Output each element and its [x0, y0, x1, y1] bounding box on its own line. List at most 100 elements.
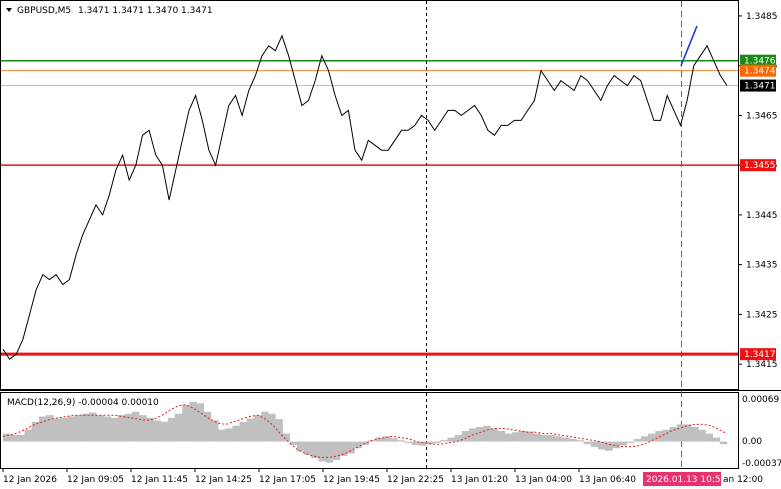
- time-axis: 12 Jan 2026 12 Jan 09:05 12 Jan 11:45 12 Ja…: [2, 468, 636, 485]
- price-tick-label: 1.3435: [746, 261, 778, 271]
- time-axis-label: 12 Jan 14:25: [195, 475, 252, 485]
- time-axis-label: 13 Jan 06:40: [579, 475, 636, 485]
- macd-histogram-bar: [583, 441, 592, 445]
- macd-histogram-bar: [218, 429, 226, 442]
- price-tick-label: 1.3425: [746, 310, 778, 320]
- price-tick-label: 1.3485: [746, 12, 778, 22]
- ohlc-values: 1.3471 1.3471 1.3470 1.3471: [78, 6, 213, 16]
- macd-histogram-bar: [239, 421, 248, 442]
- time-axis-label: 13 Jan 01:20: [451, 475, 508, 485]
- macd-histogram-bar: [10, 435, 18, 442]
- macd-histogram-bar: [146, 417, 154, 442]
- macd-histogram-bar: [89, 412, 97, 442]
- macd-histogram-bar: [210, 420, 219, 442]
- macd-histogram-bar: [232, 425, 240, 442]
- macd-histogram-bar: [347, 441, 355, 454]
- macd-histogram-bar: [132, 411, 140, 442]
- time-highlight-badge: [643, 472, 721, 486]
- macd-histogram-bar: [555, 436, 563, 442]
- macd-histogram-bar: [160, 421, 169, 442]
- macd-histogram-bar: [339, 441, 348, 457]
- macd-histogram-bar: [433, 441, 441, 443]
- dropdown-arrow-icon[interactable]: [6, 8, 12, 12]
- time-axis-label: 12 Jan 22:25: [387, 475, 444, 485]
- time-axis-label: 12 Jan 17:05: [259, 475, 316, 485]
- macd-axis-label-zero: 0.00: [742, 437, 762, 447]
- time-axis-label: 13 Jan 04:00: [515, 475, 572, 485]
- level-tag-red_upper: 1.3455: [744, 161, 776, 171]
- macd-histogram-bar: [246, 418, 255, 442]
- macd-histogram-bar: [311, 441, 319, 459]
- macd-histogram-bar: [167, 417, 176, 442]
- level-tag-bg: [740, 159, 776, 172]
- macd-histogram-bar: [296, 441, 305, 452]
- level-tag-bg: [740, 54, 776, 67]
- macd-histogram-bar: [103, 416, 111, 442]
- macd-histogram-bar: [676, 424, 685, 442]
- macd-histogram-bar: [397, 440, 405, 442]
- macd-histogram-bar: [225, 428, 233, 442]
- macd-histogram-bar: [662, 429, 670, 442]
- macd-histogram-bar: [117, 415, 126, 442]
- macd-histogram-bar: [569, 438, 577, 442]
- macd-histogram-bar: [38, 416, 47, 442]
- macd-histogram-bar: [633, 438, 642, 442]
- price-tick-label: 1.3465: [746, 111, 778, 121]
- level-tag-bg: [740, 79, 776, 92]
- macd-histogram-bar: [512, 432, 520, 442]
- macd-histogram-bar: [67, 416, 75, 442]
- macd-histogram-bar: [17, 435, 25, 442]
- time-highlight-label: 2026.01.13 10:55: [646, 475, 726, 485]
- macd-signal-line: [2, 404, 728, 458]
- macd-histogram-bar: [562, 437, 570, 442]
- macd-histogram-bar: [655, 431, 663, 442]
- macd-histogram-bar: [705, 433, 713, 442]
- macd-histogram-bar: [74, 415, 83, 442]
- macd-histogram-bar: [261, 411, 269, 442]
- macd-histogram-bar: [598, 441, 606, 450]
- macd-histogram-bar: [46, 415, 54, 442]
- macd-histogram-bar: [110, 417, 118, 442]
- time-axis-label: 12 Jan 2026: [3, 475, 57, 485]
- macd-histogram-bar: [3, 433, 11, 442]
- macd-histogram-bar: [461, 431, 470, 442]
- price-tick-label: 1.3445: [746, 211, 778, 221]
- macd-histogram-bar: [425, 441, 434, 445]
- macd-histogram-bar: [576, 440, 584, 442]
- price-series-line: [2, 34, 728, 360]
- macd-histogram-bar: [175, 413, 183, 442]
- time-axis-label: 12 Jan 09:05: [67, 475, 124, 485]
- macd-histogram-bar: [53, 418, 61, 442]
- macd-histogram-bar: [304, 441, 312, 455]
- macd-histogram-bar: [60, 417, 68, 442]
- level-tag-orange: 1.3474: [744, 67, 776, 77]
- macd-histogram-bar: [504, 433, 513, 442]
- macd-histogram-bar: [375, 437, 384, 442]
- macd-histogram-bar: [483, 425, 491, 442]
- macd-histogram-bar: [31, 421, 40, 442]
- macd-histogram-bar: [648, 433, 656, 442]
- macd-histogram-bar: [124, 413, 133, 442]
- level-tag-green: 1.3476: [744, 57, 776, 67]
- time-axis-label: 12 Jan 19:45: [323, 475, 380, 485]
- macd-histogram-bar: [354, 441, 362, 449]
- macd-histogram-bar: [318, 441, 326, 462]
- macd-histogram-bar: [182, 405, 190, 442]
- macd-histogram-bar: [547, 435, 556, 442]
- macd-histogram-bar: [153, 420, 161, 442]
- macd-histogram-bar: [447, 437, 455, 442]
- macd-histogram-bar: [590, 441, 599, 447]
- macd-histogram-bar: [24, 429, 32, 442]
- macd-histogram-bar: [605, 441, 613, 451]
- macd-histogram-bar: [332, 441, 341, 461]
- macd-histogram-bar: [289, 441, 298, 445]
- macd-histogram-bar: [275, 419, 283, 442]
- macd-histogram-bar: [712, 437, 721, 442]
- time-axis-label: 12 Jan 11:45: [131, 475, 188, 485]
- macd-histogram-bar: [196, 403, 204, 442]
- macd-histogram-bar: [533, 433, 541, 442]
- macd-histogram-bar: [404, 441, 412, 443]
- macd-axis-label-bottom: -0.00037: [742, 459, 781, 469]
